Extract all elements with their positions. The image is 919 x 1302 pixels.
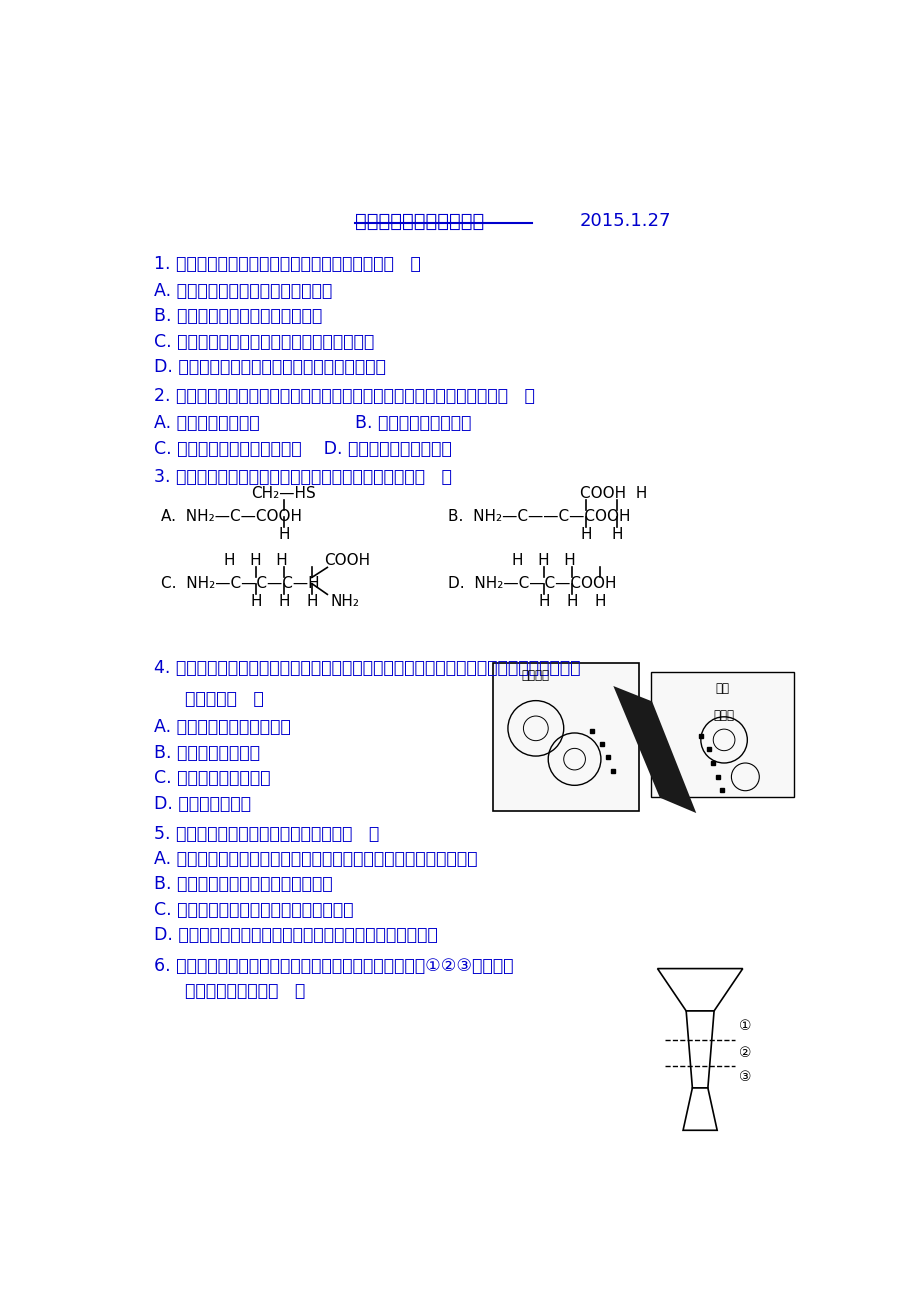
Text: ①: ①: [738, 1018, 751, 1032]
Text: H: H: [594, 594, 606, 609]
Text: D. 生物膜各司其职，又相互协作，共同完成细胞的生理功能: D. 生物膜各司其职，又相互协作，共同完成细胞的生理功能: [153, 926, 437, 944]
Text: C. 生物膜是对生物体内所有膜结构的统称: C. 生物膜是对生物体内所有膜结构的统称: [153, 901, 353, 919]
Text: B. 抗冻的植物细胞内自由水含量大: B. 抗冻的植物细胞内自由水含量大: [153, 307, 322, 326]
Text: 分泌细胞: 分泌细胞: [521, 669, 550, 682]
Text: NH₂: NH₂: [330, 594, 359, 609]
Text: COOH: COOH: [323, 553, 370, 568]
Text: H: H: [250, 594, 262, 609]
Bar: [493, 663, 639, 811]
Text: H: H: [611, 527, 622, 542]
Text: 2015.1.27: 2015.1.27: [579, 212, 671, 229]
Text: 功能中的（   ）: 功能中的（ ）: [185, 690, 263, 708]
Text: H: H: [538, 594, 550, 609]
Text: B. 各种细胞膜的化学组成和结构相似: B. 各种细胞膜的化学组成和结构相似: [153, 875, 332, 893]
Text: ③: ③: [738, 1070, 751, 1085]
Text: A. 水是人体细胞中含量最多的化合物: A. 水是人体细胞中含量最多的化合物: [153, 281, 332, 299]
Text: COOH  H: COOH H: [579, 486, 647, 501]
Text: H   H   H: H H H: [224, 553, 288, 568]
Text: A. 膜的组成成分可以从内质网膜转移到高尔基体膜，再转移到细胞膜: A. 膜的组成成分可以从内质网膜转移到高尔基体膜，再转移到细胞膜: [153, 850, 477, 868]
Text: 靶细胞: 靶细胞: [713, 710, 733, 723]
Text: B. 叶绻体的双层膜结构: B. 叶绻体的双层膜结构: [355, 414, 471, 432]
Text: C. 老年人体内大多数细胞中含水量比婴儿的少: C. 老年人体内大多数细胞中含水量比婴儿的少: [153, 332, 374, 350]
Text: A. 线粒体的棒状结构: A. 线粒体的棒状结构: [153, 414, 259, 432]
Text: C. 进行细胞间信息交流: C. 进行细胞间信息交流: [153, 769, 270, 788]
Polygon shape: [657, 969, 742, 1010]
Polygon shape: [613, 686, 696, 812]
Text: 3. 下列氨基酸中，不属于组成生物体蛋白质氨基酸的是（   ）: 3. 下列氨基酸中，不属于组成生物体蛋白质氨基酸的是（ ）: [153, 469, 451, 486]
Text: D. 分泌物质的功能: D. 分泌物质的功能: [153, 794, 251, 812]
Text: ②: ②: [738, 1047, 751, 1060]
Text: 2. 下面是对四种细胞器结构特征的部分描述，其中属于细胞显微结构的是（   ）: 2. 下面是对四种细胞器结构特征的部分描述，其中属于细胞显微结构的是（ ）: [153, 387, 534, 405]
Text: 血管: 血管: [714, 682, 728, 695]
Text: 5. 下列有关生物膜的叙述，不正确的是（   ）: 5. 下列有关生物膜的叙述，不正确的是（ ）: [153, 824, 379, 842]
Text: H: H: [580, 527, 591, 542]
Text: H   H   H: H H H: [512, 553, 575, 568]
Text: H: H: [306, 594, 317, 609]
Text: 高一（上）生物期末练习: 高一（上）生物期末练习: [355, 212, 484, 230]
Text: D.  NH₂—C—C—COOH: D. NH₂—C—C—COOH: [448, 575, 616, 591]
Text: H: H: [278, 594, 289, 609]
Text: CH₂—HS: CH₂—HS: [251, 486, 316, 501]
Text: 4. 作为系统的边界，细胞膜在细胞的生命活动中有多种功能。下图的模型主要表明了细胞膜: 4. 作为系统的边界，细胞膜在细胞的生命活动中有多种功能。下图的模型主要表明了细…: [153, 659, 580, 677]
Text: H: H: [278, 527, 289, 542]
Polygon shape: [682, 1088, 717, 1130]
Bar: [651, 672, 793, 797]
Text: A. 将细胞与外界环境分隔开: A. 将细胞与外界环境分隔开: [153, 719, 290, 737]
Text: C. 两个中心粒的相互垂直结构    D. 高尔基体的单层膜结构: C. 两个中心粒的相互垂直结构 D. 高尔基体的单层膜结构: [153, 440, 451, 457]
Text: C.  NH₂—C—C—C—H: C. NH₂—C—C—C—H: [162, 575, 320, 591]
Text: H: H: [566, 594, 577, 609]
Text: B. 控制物质进出细胞: B. 控制物质进出细胞: [153, 743, 259, 762]
Text: 再生成喉叭虫的是（   ）: 再生成喉叭虫的是（ ）: [185, 983, 305, 1000]
Polygon shape: [686, 1010, 713, 1088]
Text: 6. 下图所示为再生能力很强的原生动物喉叭虫，将之切成①②③三截，能: 6. 下图所示为再生能力很强的原生动物喉叭虫，将之切成①②③三截，能: [153, 957, 513, 975]
Text: 1. 下列关于细胞中水的含量的叙述，不正确的是（   ）: 1. 下列关于细胞中水的含量的叙述，不正确的是（ ）: [153, 255, 420, 273]
Text: A.  NH₂—C—COOH: A. NH₂—C—COOH: [162, 509, 302, 525]
Text: B.  NH₂—C——C—COOH: B. NH₂—C——C—COOH: [448, 509, 630, 525]
Text: D. 新陈代谢越旺盛。细胞中的自由水含水量越高: D. 新陈代谢越旺盛。细胞中的自由水含水量越高: [153, 358, 385, 376]
